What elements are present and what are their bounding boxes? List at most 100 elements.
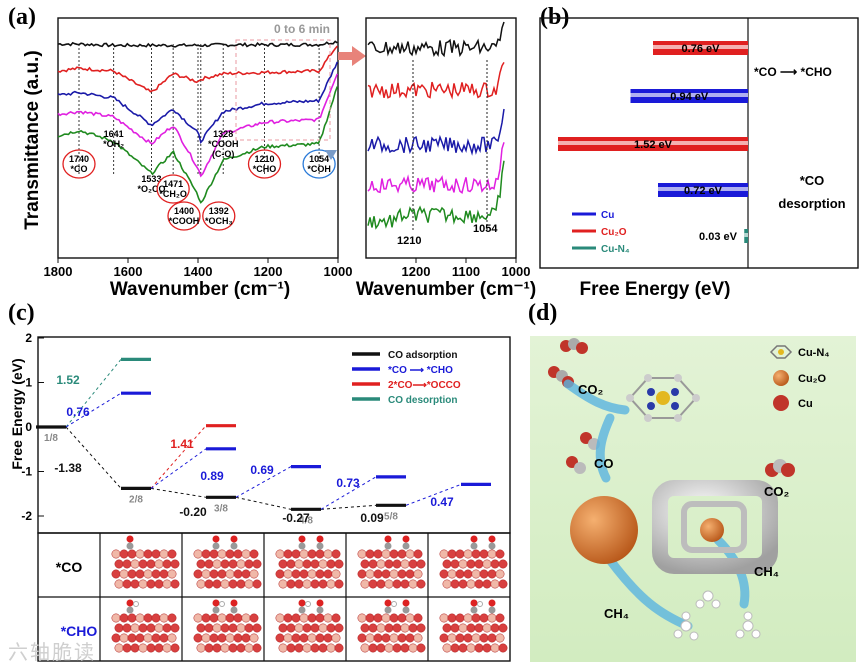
atom [275,633,285,643]
atom [307,613,317,623]
panel-d-schematic: CO₂ CO CO₂ CH₄ CH₄ Cu-N₄ Cu₂O Cu [530,336,856,662]
atom [212,599,220,607]
atom [400,623,410,633]
atom [470,599,478,607]
atom [495,613,505,623]
atom [126,599,134,607]
panel-d-legend: Cu-N₄ Cu₂O Cu [769,345,830,411]
annotation-wavenumber-1328: 1328 [213,129,233,139]
ytick-1: 1 [25,376,32,390]
atom [162,623,172,633]
atom [402,542,410,550]
bar-label-1: 0.76 eV [682,43,721,55]
atom [278,579,288,589]
atom [286,559,296,569]
atom [209,633,219,643]
state-label-5-8: 5/8 [384,511,398,522]
atom [315,549,325,559]
atom [373,549,383,559]
atom [278,623,288,633]
atom [305,601,311,607]
atom [204,579,214,589]
annotation-wavenumber-1471: 1471 [163,179,183,189]
atom [146,643,156,653]
atom [479,633,489,643]
atom [488,535,496,543]
atom [228,579,238,589]
atom [471,569,481,579]
atom [479,569,489,579]
atom [368,559,378,569]
atom [283,613,293,623]
atom [230,606,238,614]
atom [455,549,465,559]
atom [302,623,312,633]
atom [196,579,206,589]
atom [490,623,500,633]
annotation-circle-1471 [156,174,190,204]
atom [384,623,394,633]
atom [159,633,169,643]
atom [228,559,238,569]
zoom-marker-1210: 1210 [397,235,421,247]
atom [392,623,402,633]
energy-label-8: -0.27 [282,511,310,525]
atom [360,559,370,569]
annotation-circle-1392 [202,201,236,231]
atom [381,633,391,643]
atom [397,549,407,559]
atom [241,633,251,643]
xtick-1400: 1400 [184,264,213,279]
atom [392,643,402,653]
panel-label-d: (d) [528,300,557,326]
atom [111,613,121,623]
annotation-species-1533: *O₂CO [137,184,165,194]
atom [196,559,206,569]
atom [126,542,134,550]
atom [122,623,132,633]
atom [143,569,153,579]
atom [298,542,306,550]
bar-highlight [653,45,748,49]
annotation-wavenumber-1533: 1533 [141,174,161,184]
atom [217,569,227,579]
atom [275,613,285,623]
flow-arrow [563,379,630,415]
atom [162,559,172,569]
energy-label-2: 0.76 [66,405,90,419]
atom [233,633,243,643]
cu2o-nanoparticle [570,496,638,564]
atom [439,569,449,579]
atom [416,643,426,653]
atom [490,559,500,569]
atom [201,569,211,579]
atom [302,579,312,589]
atom [439,613,449,623]
atom [400,579,410,589]
state-label-2-8: 2/8 [129,494,143,505]
spectrum-line-3 [57,61,339,144]
panel-c-ylabel: Free Energy (eV) [9,358,25,469]
atom [381,569,391,579]
atom [487,569,497,579]
zoom-marker-1054: 1054 [473,223,498,235]
panel-c-energy-labels: 1.52 0.76 -1.38 1.41 0.89 -0.20 0.69 -0.27 0.73 0… [54,373,454,525]
atom [130,643,140,653]
atom [283,549,293,559]
atom [384,579,394,589]
atom [298,535,306,543]
atom [170,623,180,633]
bar-5: 0.03 eV [699,229,748,243]
atom [315,613,325,623]
atom [373,633,383,643]
atom [400,559,410,569]
annotation-species-1328: *COOH [208,139,239,149]
atom [482,579,492,589]
panel-a-annotations: 1740*CO1641*OH₂1533*O₂CO1471*CH₂O1400*CO… [62,129,336,231]
atom [384,542,392,550]
atom [381,613,391,623]
atom [450,559,460,569]
atom [474,579,484,589]
zoom-xtick-1000: 1000 [502,264,531,279]
label-ch4-right: CH₄ [754,564,779,579]
